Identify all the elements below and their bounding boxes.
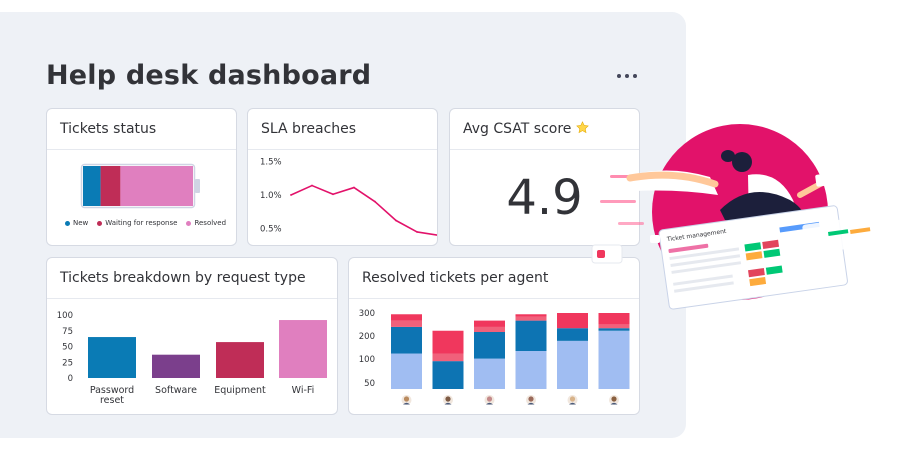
stack-segment xyxy=(474,332,505,359)
legend-label: Waiting for response xyxy=(105,219,178,227)
agent-avatar-face xyxy=(445,396,451,402)
agent-avatar-face xyxy=(611,396,617,402)
battery-cap xyxy=(195,179,200,193)
tickets-status-widget[interactable]: Tickets status New Waiting for response Re… xyxy=(46,108,237,246)
stack-segment xyxy=(474,320,505,327)
chart-legend: New Waiting for response Resolved xyxy=(65,219,226,227)
stack-segment xyxy=(391,326,422,354)
stack-segment xyxy=(391,320,422,327)
stack-segment xyxy=(432,330,464,354)
sla-point xyxy=(395,219,397,222)
category-label: Password reset xyxy=(90,385,134,406)
legend-item: New xyxy=(65,219,88,227)
widget-title: Avg CSAT score xyxy=(450,109,639,150)
agent-avatar-face xyxy=(569,396,576,402)
stack-segment xyxy=(515,351,547,389)
page-title: Help desk dashboard xyxy=(46,60,372,91)
tickets-breakdown-widget[interactable]: Tickets breakdown by request type 100 75 5… xyxy=(46,257,338,415)
y-tick-label: 100 xyxy=(57,311,73,321)
more-options-icon[interactable] xyxy=(612,66,642,86)
bar-wi-fi xyxy=(279,320,327,378)
bar-password-reset xyxy=(88,337,136,378)
stack-segment xyxy=(515,314,547,317)
agent-avatar-face xyxy=(403,396,410,402)
widget-title: Tickets status xyxy=(47,109,236,150)
category-label: Equipment xyxy=(214,385,266,396)
bar-equipment xyxy=(216,342,264,378)
sla-point xyxy=(353,186,355,189)
legend-item: Resolved xyxy=(186,219,226,227)
widget-title: Tickets breakdown by request type xyxy=(47,258,337,299)
stack-segment xyxy=(391,353,422,389)
star-icon xyxy=(576,121,589,134)
agent-avatar-body xyxy=(610,402,618,405)
status-segment-waiting-for-response xyxy=(100,166,121,206)
legend-label: New xyxy=(73,219,89,227)
stack-segment xyxy=(432,361,464,389)
sla-breaches-widget[interactable]: SLA breaches 1.5% 1.0% 0.5% xyxy=(247,108,438,246)
resolved-per-agent-chart: 300 200 100 50 xyxy=(359,309,630,405)
widget-title-text: Avg CSAT score xyxy=(463,121,572,137)
status-segment-new xyxy=(83,166,101,206)
status-segment-resolved xyxy=(120,166,193,206)
stack-segment xyxy=(557,340,588,389)
y-tick-label: 200 xyxy=(359,332,375,342)
resolved-per-agent-widget[interactable]: Resolved tickets per agent 300 200 100 50 xyxy=(348,257,640,415)
stack-segment xyxy=(598,330,630,389)
widget-title: Resolved tickets per agent xyxy=(349,258,639,299)
stack-segment xyxy=(515,320,547,351)
agent-avatar-body xyxy=(403,402,410,405)
legend-dot xyxy=(186,220,192,226)
support-agent-illustration: Ticket management xyxy=(591,124,895,310)
sla-point xyxy=(332,193,334,196)
csat-value: 4.9 xyxy=(506,170,583,226)
y-tick-label: 50 xyxy=(62,343,73,353)
breakdown-chart: 100 75 50 25 0 Password reset Software Equipment… xyxy=(57,311,327,406)
legend-item: Waiting for response xyxy=(97,219,177,227)
legend-dot xyxy=(65,220,70,226)
stack-segment xyxy=(391,314,422,321)
tickets-status-chart xyxy=(80,163,200,209)
y-tick-label: 75 xyxy=(62,327,73,337)
category-label: Wi-Fi xyxy=(292,385,315,396)
widget-title: SLA breaches xyxy=(248,109,437,150)
legend-dot xyxy=(97,220,103,226)
stack-segment xyxy=(515,316,547,321)
y-tick-label: 300 xyxy=(359,309,375,319)
agent-avatar-body xyxy=(569,402,576,405)
sla-series-line xyxy=(290,184,437,236)
y-tick-label: 50 xyxy=(364,379,375,389)
legend-label: Resolved xyxy=(194,219,227,227)
stack-segment xyxy=(557,328,588,341)
stack-segment xyxy=(598,313,630,325)
agent-avatar-face xyxy=(528,396,534,402)
sla-point xyxy=(290,194,292,196)
stack-segment xyxy=(474,326,505,332)
y-tick-label: 0.5% xyxy=(260,225,282,235)
bar-software xyxy=(152,354,200,378)
agent-avatar-face xyxy=(486,396,493,402)
agent-avatar-body xyxy=(486,402,493,405)
stack-segment xyxy=(557,313,588,329)
sla-point xyxy=(311,184,313,187)
agent-avatar-body xyxy=(527,402,535,405)
y-tick-label: 1.0% xyxy=(260,191,282,201)
sla-point xyxy=(374,200,376,203)
y-tick-label: 1.5% xyxy=(260,157,282,167)
agent-avatar-body xyxy=(444,402,452,405)
y-tick-label: 0 xyxy=(68,374,73,384)
sla-breaches-chart: 1.5% 1.0% 0.5% xyxy=(260,157,438,236)
sla-point xyxy=(416,231,418,233)
stack-segment xyxy=(474,358,505,389)
stack-segment xyxy=(432,353,464,362)
stack-segment xyxy=(598,324,630,329)
y-tick-label: 100 xyxy=(359,355,375,365)
y-tick-label: 25 xyxy=(62,358,73,368)
sla-point xyxy=(437,234,438,236)
stack-segment xyxy=(598,328,630,331)
category-label: Software xyxy=(155,385,197,396)
